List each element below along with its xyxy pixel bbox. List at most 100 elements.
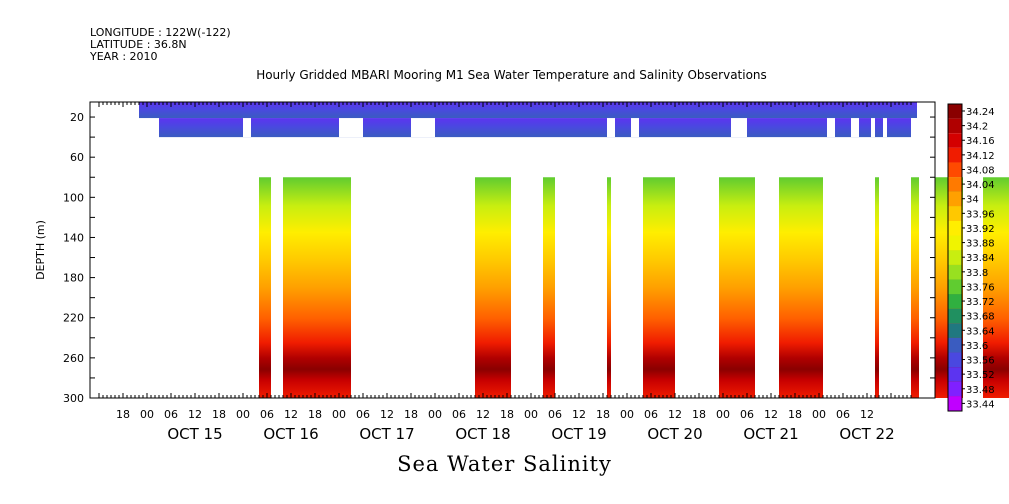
deep-block-11 [983,177,1009,398]
x-tick-label: 18 [308,408,322,421]
x-tick-label: 00 [620,408,634,421]
colorbar-label: 33.8 [966,268,988,279]
colorbar-label: 34.24 [966,107,995,118]
y-tick-label: 140 [63,231,84,244]
salinity-chart: 18 00 06 12 18 00 06 12 18 00 06 12 18 00 06 12 18 00 06 12… [34,101,1009,443]
x-tick-label: 12 [476,408,490,421]
deep-block-1 [283,177,351,398]
deep-block-6 [719,177,755,398]
y-tick-label: 20 [70,111,84,124]
x-tick-label: 12 [380,408,394,421]
x-tick-label: 12 [860,408,874,421]
colorbar-swatch [948,381,962,397]
deep-block-7 [779,177,823,398]
colorbar-label: 34.04 [966,180,995,191]
y-axis-label: DEPTH (m) [34,220,47,280]
colorbar-swatch [948,323,962,338]
x-tick-label: 00 [524,408,538,421]
colorbar-label: 33.68 [966,312,995,323]
y-tick-label: 100 [63,191,84,204]
colorbar-swatch [948,352,962,368]
x-tick-label: 18 [788,408,802,421]
surface-gap-0 [243,118,251,138]
surface-gap-7 [851,118,859,138]
x-date-label: OCT 22 [839,425,894,443]
surface-gap-5 [731,118,747,138]
colorbar-swatch [948,133,962,148]
colorbar-swatch [948,191,962,207]
colorbar-swatch [948,177,962,192]
colorbar-label: 33.72 [966,297,995,308]
x-date-label: OCT 17 [359,425,414,443]
colorbar-label: 33.92 [966,224,995,235]
surface-gap-1 [339,118,363,138]
longitude-label: LONGITUDE : 122W(-122) [90,26,231,39]
colorbar-swatch [948,104,962,119]
surface-gap-3 [607,118,615,138]
x-axis: 18 00 06 12 18 00 06 12 18 00 06 12 18 00 06 12 18 00 06 12… [98,102,912,443]
x-tick-label: 00 [716,408,730,421]
colorbar-label: 33.56 [966,356,995,367]
colorbar-label: 33.84 [966,253,995,264]
plot-area [139,102,1009,398]
x-tick-label: 12 [764,408,778,421]
colorbar-label: 33.6 [966,341,988,352]
deep-block-9 [911,177,919,398]
x-tick-label: 06 [548,408,562,421]
x-tick-label: 00 [428,408,442,421]
x-tick-label: 06 [740,408,754,421]
colorbar-swatch [948,337,962,353]
x-date-label: OCT 19 [551,425,606,443]
x-tick-label: 00 [812,408,826,421]
x-tick-label: 18 [500,408,514,421]
surface-band-lower [159,118,911,138]
deep-block-8 [875,177,879,398]
x-date-label: OCT 18 [455,425,510,443]
y-tick-label: 220 [63,312,84,325]
colorbar-label: 34 [966,195,979,206]
deep-block-5 [643,177,675,398]
colorbar-label: 34.2 [966,122,988,133]
colorbar-label: 33.96 [966,209,995,220]
y-tick-label: 300 [63,392,84,405]
x-date-label: OCT 20 [647,425,702,443]
x-date-label: OCT 16 [263,425,318,443]
x-tick-label: 06 [644,408,658,421]
x-tick-label: 00 [140,408,154,421]
x-tick-label: 18 [596,408,610,421]
y-axis: 20 60 100 140 180 220 260 300 [63,111,935,405]
x-tick-label: 06 [836,408,850,421]
colorbar-swatch [948,294,962,309]
plot-frame [89,101,936,399]
x-tick-label: 06 [452,408,466,421]
latitude-label: LATITUDE : 36.8N [90,38,187,51]
colorbar-label: 33.48 [966,385,995,396]
colorbar-swatch [948,147,962,163]
x-tick-label: 00 [332,408,346,421]
colorbar-label: 33.64 [966,326,995,337]
colorbar-swatch [948,396,962,412]
x-tick-label: 06 [356,408,370,421]
colorbar-label: 33.52 [966,370,995,381]
y-tick-label: 180 [63,272,84,285]
colorbar-swatch [948,220,962,236]
surface-gap-6 [827,118,835,138]
chart-title: Hourly Gridded MBARI Mooring M1 Sea Wate… [256,68,767,82]
deep-block-3 [543,177,555,398]
colorbar-label: 33.44 [966,399,995,410]
colorbar: 34.24 34.2 34.16 34.12 34.08 34.04 34 33.96 33.9… [947,103,995,412]
colorbar-label: 34.08 [966,165,995,176]
colorbar-label: 34.16 [966,136,995,147]
surface-gap-8 [871,118,875,138]
surface-gap-4 [631,118,639,138]
x-tick-label: 18 [116,408,130,421]
x-tick-label: 12 [188,408,202,421]
chart-caption: Sea Water Salinity [397,452,612,476]
colorbar-swatch [948,308,962,324]
x-tick-label: 18 [692,408,706,421]
x-tick-label: 06 [260,408,274,421]
x-tick-label: 18 [212,408,226,421]
colorbar-label: 33.88 [966,239,995,250]
x-tick-label: 18 [404,408,418,421]
deep-block-2 [475,177,511,398]
